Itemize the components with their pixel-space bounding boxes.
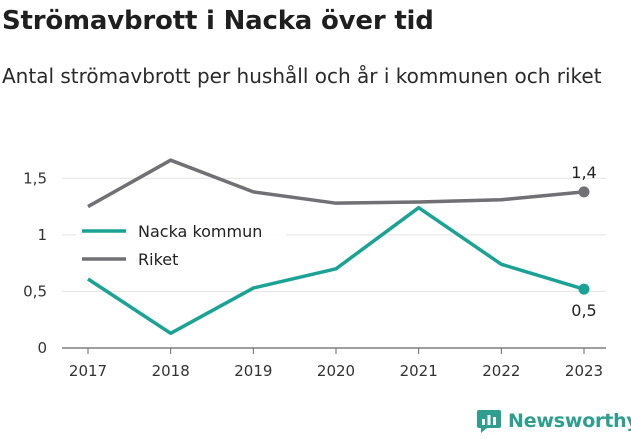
series-line-nacka-kommun <box>87 205 585 336</box>
legend-label: Riket <box>138 250 178 269</box>
series-end-point <box>578 283 590 295</box>
x-tick-label: 2022 <box>482 362 520 380</box>
legend: Nacka kommun Riket <box>76 219 286 271</box>
y-tick-label: 0 <box>37 339 47 357</box>
chart-title: Strömavbrott i Nacka över tid <box>2 6 434 36</box>
newsworthy-brand: Newsworthy <box>476 408 631 434</box>
legend-label: Nacka kommun <box>138 222 262 241</box>
y-tick-label: 1 <box>37 226 47 244</box>
x-tick-label: 2023 <box>565 362 603 380</box>
brand-name: Newsworthy <box>508 410 631 432</box>
series-lines <box>87 158 590 336</box>
y-tick-label: 1,5 <box>23 169 47 187</box>
series-end-label: 0,5 <box>571 301 596 320</box>
x-tick-label: 2018 <box>152 362 190 380</box>
y-tick-label: 0,5 <box>23 282 47 300</box>
x-tick-label: 2019 <box>234 362 272 380</box>
series-line-riket <box>87 158 585 209</box>
x-tick-label: 2020 <box>317 362 355 380</box>
x-tick-label: 2017 <box>69 362 107 380</box>
series-end-label: 1,4 <box>571 163 596 182</box>
data-labels: 1,4 0,5 <box>571 163 596 320</box>
axes: 0 0,5 1 1,5 2017 2018 2019 2020 2021 2022 2023 <box>23 169 606 380</box>
series-end-point <box>578 186 590 198</box>
x-tick-label: 2021 <box>400 362 438 380</box>
chart-subtitle: Antal strömavbrott per hushåll och år i … <box>2 64 602 88</box>
chat-bubble-bar-chart-icon <box>477 410 501 433</box>
